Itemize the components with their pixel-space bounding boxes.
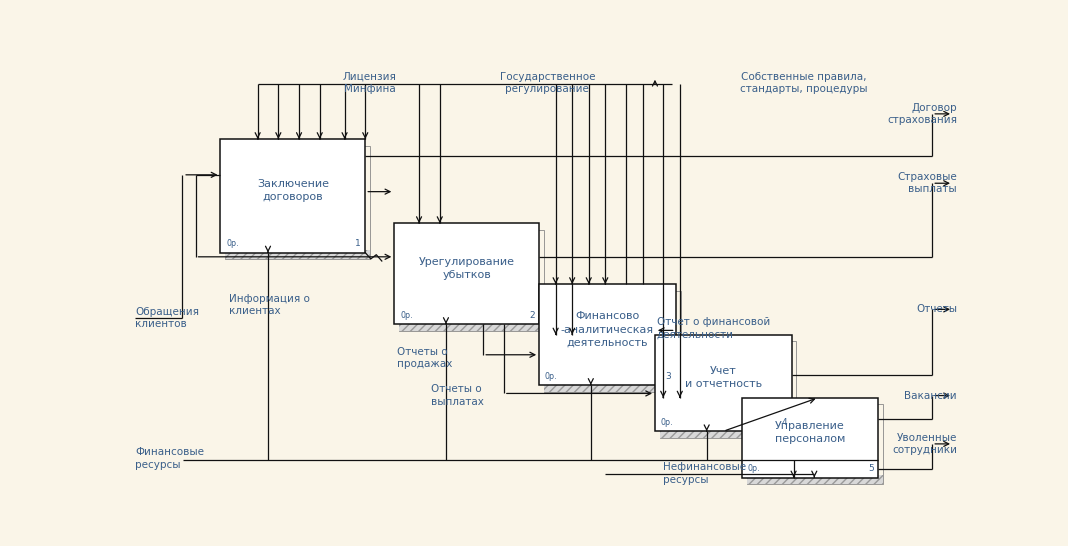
Text: Финансово
-аналитическая
деятельность: Финансово -аналитическая деятельность [561, 311, 654, 348]
Bar [544, 291, 680, 392]
Text: Договор
страхования: Договор страхования [888, 103, 957, 125]
Bar [399, 322, 544, 331]
Text: 0р.: 0р. [661, 418, 673, 427]
Text: 3: 3 [665, 372, 672, 381]
Text: 0р.: 0р. [545, 372, 557, 381]
Text: Отчеты о
выплатах: Отчеты о выплатах [431, 384, 485, 407]
Bar [747, 475, 883, 484]
Text: Лицензия
Минфина: Лицензия Минфина [343, 72, 396, 94]
Bar [225, 250, 371, 259]
Text: Финансовые
ресурсы: Финансовые ресурсы [136, 447, 204, 470]
Bar [220, 139, 365, 253]
Text: Учет
и отчетность: Учет и отчетность [685, 366, 761, 389]
Text: Нефинансовые
ресурсы: Нефинансовые ресурсы [663, 462, 747, 484]
Bar [544, 383, 680, 392]
Text: 1: 1 [356, 239, 361, 248]
Text: 2: 2 [530, 311, 535, 320]
Text: 0р.: 0р. [748, 464, 760, 473]
Text: Информация о
клиентах: Информация о клиентах [229, 294, 310, 316]
Text: Отчеты о
продажах: Отчеты о продажах [396, 347, 452, 369]
Bar [394, 223, 539, 324]
Text: Отчеты: Отчеты [916, 304, 957, 314]
Bar [225, 146, 371, 259]
Text: 0р.: 0р. [400, 311, 412, 320]
Text: Страховые
выплаты: Страховые выплаты [897, 172, 957, 194]
Bar [399, 230, 544, 331]
Text: Обращения
клиентов: Обращения клиентов [136, 306, 199, 329]
Text: Заключение
договоров: Заключение договоров [256, 179, 329, 203]
Text: Государственное
регулирование: Государственное регулирование [500, 72, 595, 94]
Text: Уволенные
сотрудники: Уволенные сотрудники [892, 432, 957, 455]
Text: Урегулирование
убытков: Урегулирование убытков [419, 257, 515, 280]
Text: Управление
персоналом: Управление персоналом [775, 421, 846, 444]
Text: 4: 4 [782, 418, 787, 427]
Bar [747, 405, 883, 484]
Bar [539, 284, 676, 385]
Text: Отчет о финансовой
деятельности: Отчет о финансовой деятельности [657, 317, 770, 340]
Text: Собственные правила,
стандарты, процедуры: Собственные правила, стандарты, процедур… [740, 72, 867, 94]
Bar [742, 397, 879, 478]
Text: 0р.: 0р. [226, 239, 239, 248]
Text: Вакансии: Вакансии [905, 390, 957, 401]
Text: 5: 5 [868, 464, 875, 473]
Bar [660, 341, 797, 438]
Bar [655, 335, 791, 431]
Bar [660, 429, 797, 438]
